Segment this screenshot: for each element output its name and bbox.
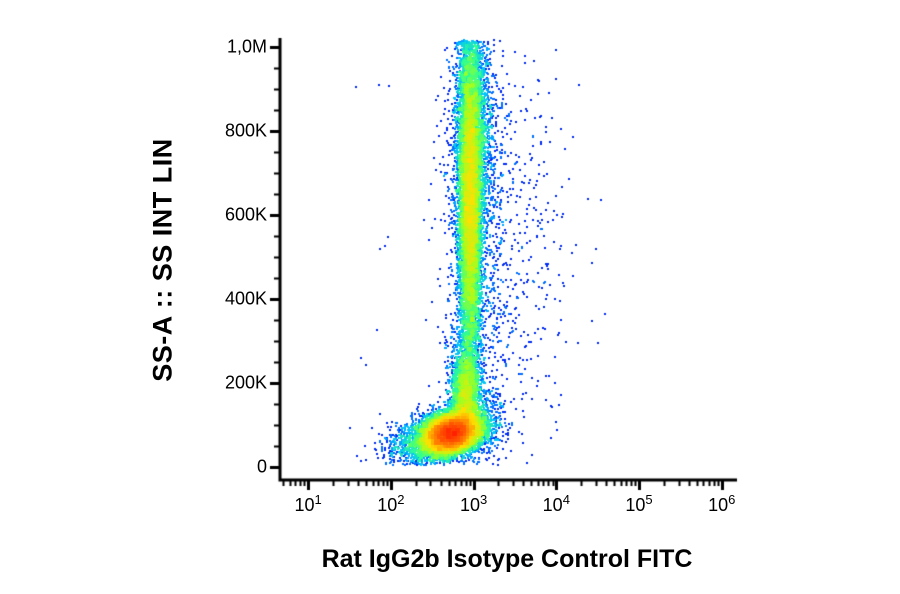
tick-base: 10 [294,495,315,515]
tick-base: 10 [708,495,729,515]
x-axis-title: Rat IgG2b Isotype Control FITC [321,545,693,573]
tick-exponent: 2 [397,492,405,507]
tick-base: 10 [542,495,563,515]
tick-base: 10 [459,495,480,515]
y-axis-title: SS-A :: SS INT LIN [147,138,178,382]
tick-base: 10 [625,495,646,515]
tick-exponent: 5 [645,492,653,507]
tick-exponent: 6 [728,492,736,507]
tick-exponent: 4 [562,492,570,507]
tick-base: 10 [377,495,398,515]
tick-exponent: 1 [314,492,322,507]
tick-exponent: 3 [479,492,488,507]
